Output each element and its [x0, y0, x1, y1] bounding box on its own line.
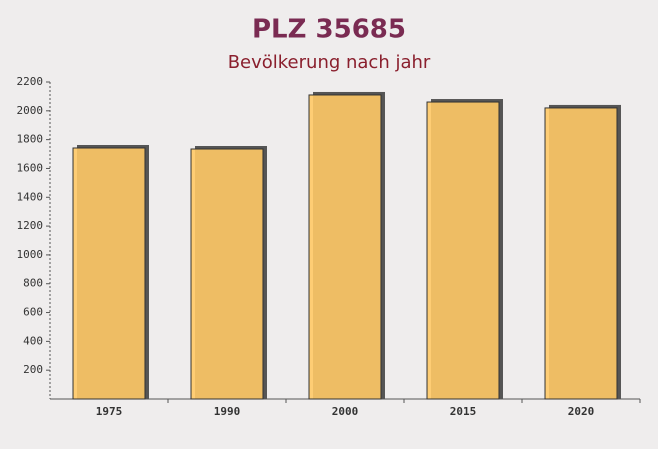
x-tick-label: 1990	[214, 405, 241, 418]
bar	[544, 107, 618, 400]
y-tick-label: 800	[23, 277, 43, 290]
bar	[426, 101, 500, 400]
chart-title: PLZ 35685	[252, 15, 406, 45]
y-tick-label: 1200	[17, 219, 44, 232]
y-tick-label: 2000	[17, 104, 44, 117]
x-tick-label: 2000	[332, 405, 359, 418]
bar	[72, 147, 146, 400]
y-tick-label: 1800	[17, 133, 44, 146]
y-tick-label: 400	[23, 334, 43, 347]
y-tick-label: 600	[23, 306, 43, 319]
x-tick-label: 2020	[568, 405, 595, 418]
y-tick-label: 1600	[17, 161, 44, 174]
x-tick-label: 1975	[96, 405, 123, 418]
chart-subtitle: Bevölkerung nach jahr	[228, 52, 431, 73]
x-tick-label: 2015	[450, 405, 477, 418]
bar	[308, 94, 382, 400]
y-tick-label: 1000	[17, 248, 44, 261]
y-tick-label: 2200	[17, 75, 44, 88]
y-tick-label: 1400	[17, 190, 44, 203]
bar	[190, 148, 264, 400]
y-tick-label: 200	[23, 363, 43, 376]
